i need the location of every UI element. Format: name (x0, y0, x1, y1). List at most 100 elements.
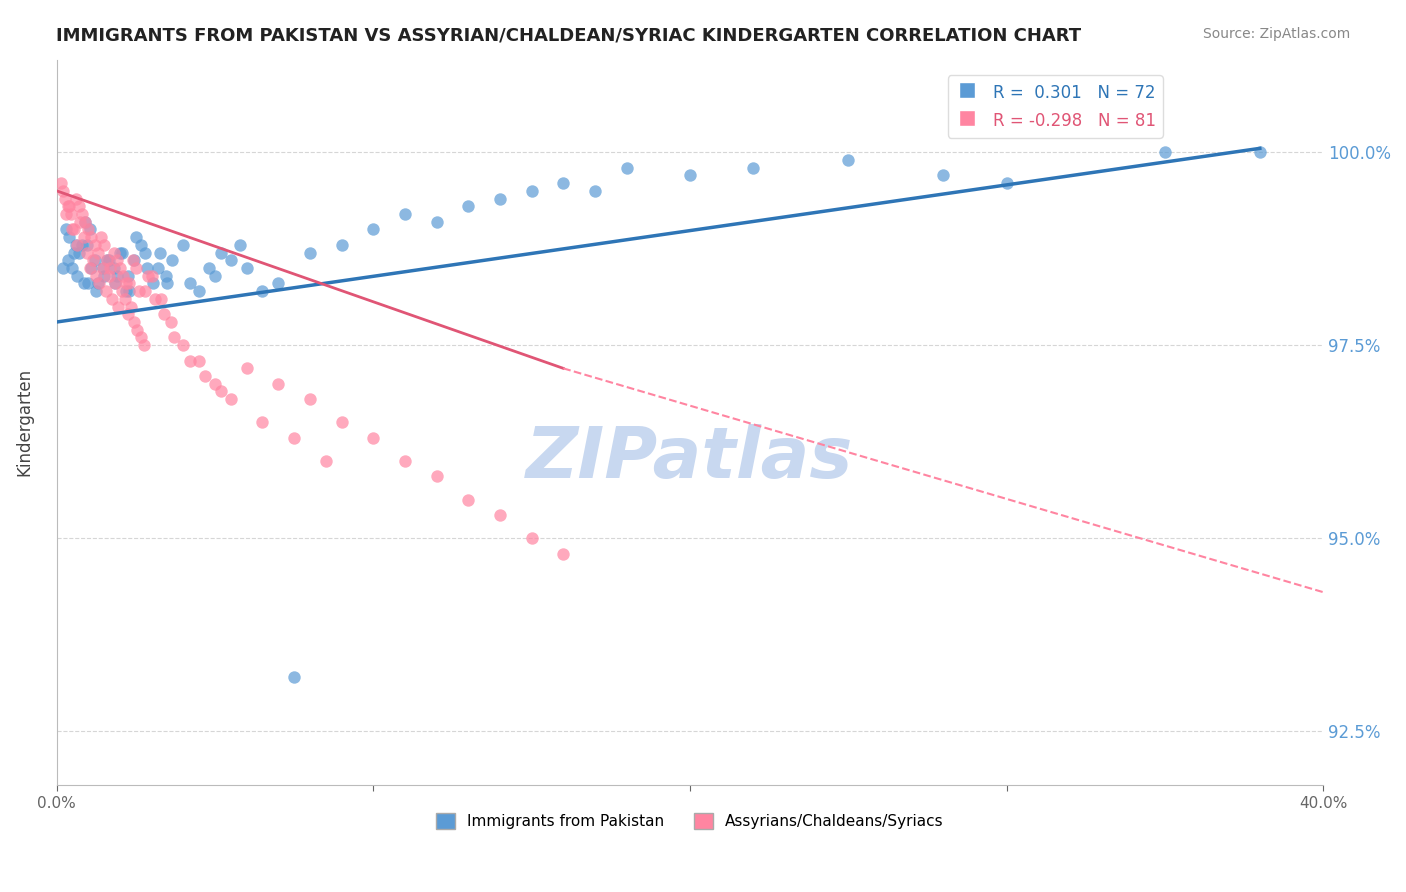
Point (283, 670, 305, 684)
Point (108, 260, 131, 275)
Point (122, 315, 145, 329)
Point (100, 260, 122, 275)
Point (97, 268, 120, 283)
Point (426, 215, 449, 229)
Point (209, 245, 232, 260)
Point (489, 508, 512, 522)
Point (72, 277, 94, 291)
Point (457, 199, 479, 213)
Point (134, 245, 156, 260)
Point (125, 230, 148, 244)
Point (96, 253, 118, 268)
Point (150, 292, 173, 306)
Point (55, 222, 77, 236)
Point (87, 245, 110, 260)
Point (267, 376, 290, 391)
Point (91, 260, 114, 275)
Point (104, 277, 127, 291)
Point (80, 230, 103, 244)
Point (112, 268, 135, 283)
Point (94, 284, 117, 298)
Point (97, 253, 120, 268)
Point (141, 268, 163, 283)
Point (426, 469, 449, 483)
Point (553, 176, 575, 190)
Point (91, 260, 114, 275)
Point (59, 207, 82, 221)
Point (160, 253, 183, 268)
Point (330, 237, 353, 252)
Point (179, 353, 201, 368)
Point (129, 330, 152, 344)
Point (103, 245, 125, 260)
Point (104, 277, 127, 291)
Point (93, 237, 115, 252)
Point (120, 300, 142, 314)
Point (283, 431, 305, 445)
Point (553, 547, 575, 561)
Point (70, 207, 93, 221)
Point (489, 192, 512, 206)
Point (742, 161, 765, 175)
Point (235, 361, 257, 376)
Point (156, 277, 179, 291)
Point (72, 230, 94, 244)
Point (134, 284, 156, 298)
Point (267, 277, 290, 291)
Point (103, 260, 125, 275)
Point (108, 245, 131, 260)
Point (117, 307, 139, 321)
Point (995, 176, 1018, 190)
Point (69, 215, 91, 229)
Point (67, 245, 90, 260)
Point (583, 184, 606, 198)
Point (63, 222, 86, 236)
Point (128, 284, 150, 298)
Point (252, 415, 274, 429)
Point (83, 237, 105, 252)
Point (146, 260, 169, 275)
Point (361, 431, 384, 445)
Point (84, 284, 107, 298)
Point (143, 292, 166, 306)
Point (83, 253, 105, 268)
Point (837, 153, 859, 167)
Point (114, 292, 136, 306)
Point (229, 237, 252, 252)
Point (188, 353, 211, 368)
Point (361, 222, 384, 236)
Text: Source: ZipAtlas.com: Source: ZipAtlas.com (1202, 27, 1350, 41)
Point (62, 260, 84, 275)
Point (56, 253, 79, 268)
Point (122, 253, 145, 268)
Legend: Immigrants from Pakistan, Assyrians/Chaldeans/Syriacs: Immigrants from Pakistan, Assyrians/Chal… (430, 807, 949, 836)
Point (53, 192, 76, 206)
Point (76, 237, 98, 252)
Point (394, 207, 416, 221)
Point (96, 253, 118, 268)
Point (132, 338, 155, 352)
Point (55, 207, 77, 221)
Point (679, 169, 702, 183)
Point (105, 253, 128, 268)
Point (209, 384, 232, 399)
Point (75, 215, 97, 229)
Point (82, 253, 104, 268)
Text: ZIPatlas: ZIPatlas (526, 424, 853, 493)
Point (127, 323, 149, 337)
Point (1153, 145, 1175, 160)
Point (172, 237, 194, 252)
Point (76, 245, 98, 260)
Point (125, 260, 148, 275)
Point (142, 277, 165, 291)
Point (520, 531, 543, 545)
Point (219, 253, 242, 268)
Point (107, 300, 129, 314)
Point (58, 199, 80, 213)
Point (80, 260, 103, 275)
Point (616, 161, 638, 175)
Point (62, 222, 84, 236)
Point (235, 260, 257, 275)
Point (197, 260, 219, 275)
Point (298, 245, 321, 260)
